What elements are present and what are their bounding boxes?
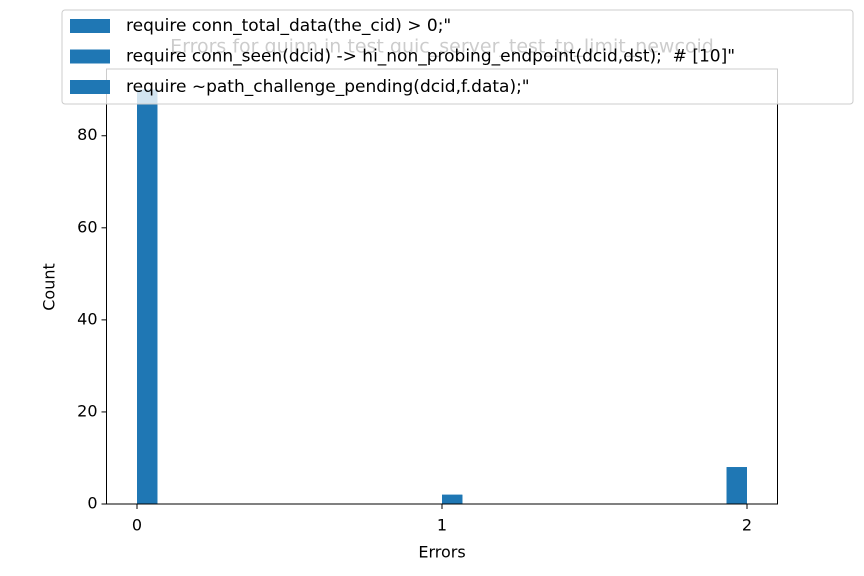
x-tick-label: 0 — [132, 516, 142, 535]
plot-frame — [106, 68, 778, 505]
legend-swatch — [70, 80, 110, 94]
bar — [137, 89, 158, 504]
legend-swatch — [70, 19, 110, 33]
y-tick-label: 0 — [87, 494, 97, 513]
y-tick-label: 40 — [77, 309, 97, 328]
legend-swatch — [70, 49, 110, 64]
bar — [726, 467, 747, 504]
legend-label: require conn_seen(dcid) -> hi_non_probin… — [126, 47, 735, 67]
bar — [442, 494, 463, 504]
x-tick-label: 1 — [437, 516, 447, 535]
x-axis-label: Errors — [418, 543, 465, 562]
x-tick-label: 2 — [742, 516, 752, 535]
legend-label: require conn_total_data(the_cid) > 0;" — [126, 16, 451, 36]
y-tick-label: 20 — [77, 401, 97, 420]
legend-box — [61, 9, 854, 105]
y-axis-label: Count — [40, 263, 59, 311]
legend-label: require ~path_challenge_pending(dcid,f.d… — [126, 77, 530, 97]
y-tick-label: 80 — [77, 125, 97, 144]
y-tick-label: 60 — [77, 217, 97, 236]
